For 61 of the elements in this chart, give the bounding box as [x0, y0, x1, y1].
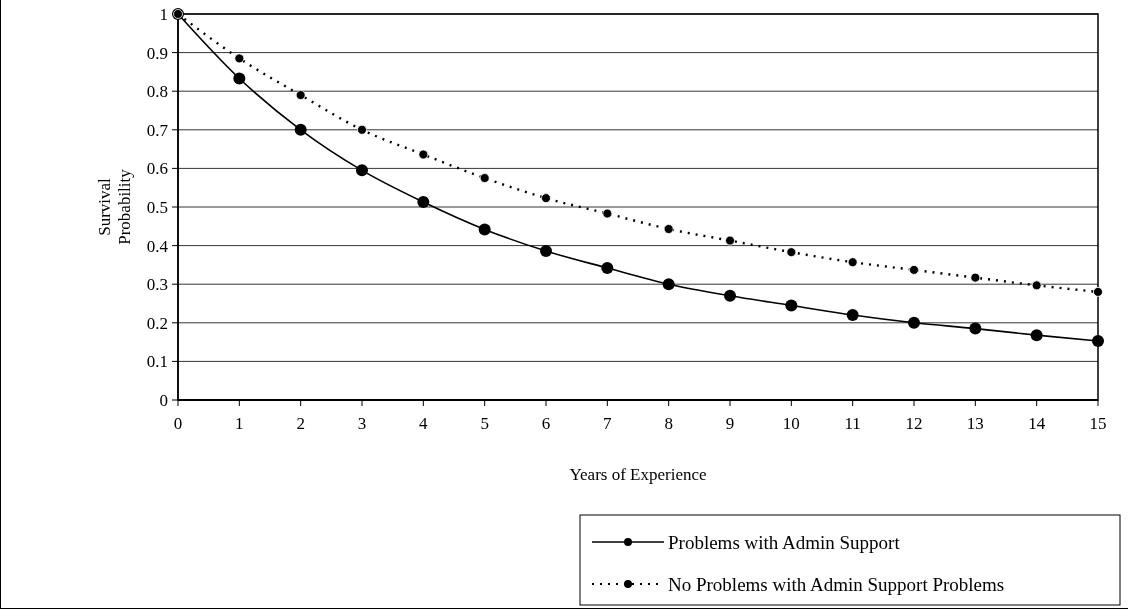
point [418, 149, 429, 160]
y-axis-title: Survival Probability [95, 168, 134, 245]
point [233, 72, 246, 85]
point [725, 235, 735, 246]
point [356, 164, 368, 177]
point [541, 193, 551, 204]
point [786, 247, 797, 258]
y-tick-label: 1 [159, 4, 168, 24]
x-tick-label: 3 [357, 414, 367, 433]
point [663, 224, 674, 234]
point [908, 316, 920, 329]
point [357, 124, 367, 135]
y-tick-label: 0.2 [146, 313, 168, 333]
y-tick-label: 0.3 [146, 275, 168, 295]
point [295, 90, 306, 100]
point [478, 223, 491, 236]
point [970, 272, 981, 283]
point [662, 278, 675, 291]
x-tick-label: 8 [664, 414, 673, 433]
y-tick-label: 0 [159, 390, 168, 410]
point [1031, 280, 1042, 291]
point [785, 299, 798, 312]
point [602, 208, 613, 219]
point [969, 322, 982, 335]
point [540, 245, 552, 257]
x-tick-label: 14 [1028, 414, 1046, 433]
x-tick-label: 12 [905, 414, 923, 433]
x-tick-label: 0 [173, 414, 183, 433]
y-tick-label: 0.7 [146, 120, 169, 140]
point [234, 53, 245, 64]
y-tick-label: 0.1 [146, 352, 168, 372]
legend-label: Problems with Admin Support [668, 531, 901, 553]
point [479, 173, 490, 183]
point [1093, 287, 1103, 297]
x-tick-label: 6 [541, 414, 551, 433]
x-tick-label: 10 [782, 414, 800, 433]
y-tick-label: 0.4 [146, 236, 169, 256]
x-tick-label: 13 [966, 414, 984, 433]
point [847, 257, 858, 268]
x-tick-label: 11 [844, 414, 861, 433]
point [601, 261, 614, 274]
x-tick-label: 15 [1089, 414, 1107, 433]
x-axis-title: Years of Experience [569, 465, 707, 484]
point [1030, 329, 1043, 342]
x-tick-label: 9 [725, 414, 735, 433]
y-tick-label: 0.9 [146, 43, 168, 63]
legend-label: No Problems with Admin Support Problems [668, 573, 1005, 595]
x-tick-label: 7 [603, 414, 613, 433]
point [909, 265, 919, 275]
x-tick-label: 4 [419, 414, 429, 433]
x-tick-label: 2 [296, 414, 305, 433]
point [294, 123, 307, 136]
point [846, 309, 859, 322]
point [417, 195, 430, 208]
y-tick-label: 0.8 [146, 82, 168, 102]
y-tick-label: 0.5 [146, 197, 168, 217]
x-tick-label: 1 [235, 414, 244, 433]
y-tick-label: 0.6 [146, 159, 168, 179]
x-tick-label: 5 [480, 414, 489, 433]
point [1092, 334, 1104, 347]
point [724, 289, 736, 302]
